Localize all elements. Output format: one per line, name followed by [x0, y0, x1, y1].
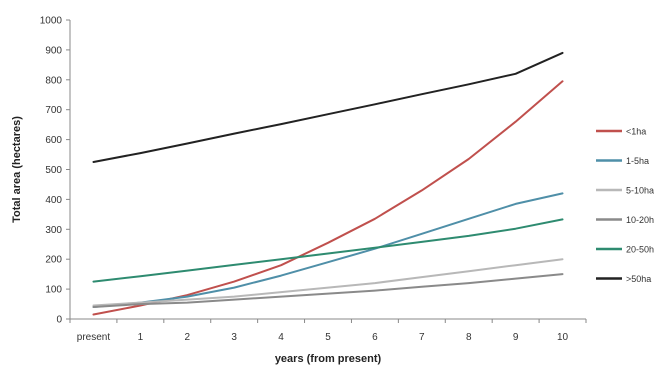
- y-tick-label: 100: [45, 285, 62, 296]
- y-tick-label: 1000: [40, 16, 63, 27]
- series-line-3: [92, 258, 564, 307]
- y-tick-label: 800: [45, 75, 62, 86]
- series-line-2: [92, 192, 564, 308]
- legend-label: 20-50ha: [626, 245, 654, 255]
- legend-label: <1ha: [626, 127, 646, 137]
- x-tick-label: 6: [372, 332, 378, 343]
- y-tick-label: 500: [45, 165, 62, 176]
- x-tick-label: 8: [466, 332, 472, 343]
- x-tick-label: 5: [325, 332, 331, 343]
- y-tick-label: 400: [45, 195, 62, 206]
- x-axis-title: years (from present): [275, 353, 382, 365]
- legend-label: 10-20ha: [626, 215, 654, 225]
- legend-label: >50ha: [626, 274, 651, 284]
- y-tick-label: 700: [45, 105, 62, 116]
- legend-label: 5-10ha: [626, 186, 654, 196]
- series-line-6: [92, 51, 564, 163]
- x-tick-label: 7: [419, 332, 425, 343]
- series-line-4: [92, 273, 564, 308]
- x-tick-label: 4: [278, 332, 284, 343]
- x-tick-label: present: [77, 332, 111, 343]
- y-tick-label: 200: [45, 255, 62, 266]
- y-tick-label: 0: [56, 315, 62, 326]
- x-axis: present 1 2 3 4 5 6 7 8 9 10: [69, 318, 587, 343]
- legend-label: 1-5ha: [626, 156, 649, 166]
- series-line-5: [92, 218, 564, 283]
- x-tick-label: 10: [557, 332, 569, 343]
- legend: <1ha 1-5ha 5-10ha 10-20ha 20-50ha >50ha: [596, 127, 654, 284]
- series-lines: [92, 51, 564, 316]
- x-tick-label: 1: [138, 332, 144, 343]
- y-tick-label: 600: [45, 135, 62, 146]
- series-line-1: [92, 80, 564, 316]
- x-tick-label: 3: [231, 332, 237, 343]
- y-axis: 0 100 200 300 400 500 600 700 800 900 1000: [40, 16, 71, 326]
- x-tick-label: 9: [513, 332, 519, 343]
- x-tick-label: 2: [184, 332, 190, 343]
- y-tick-label: 900: [45, 45, 62, 56]
- y-axis-title: Total area (hectares): [11, 116, 23, 223]
- y-tick-label: 300: [45, 225, 62, 236]
